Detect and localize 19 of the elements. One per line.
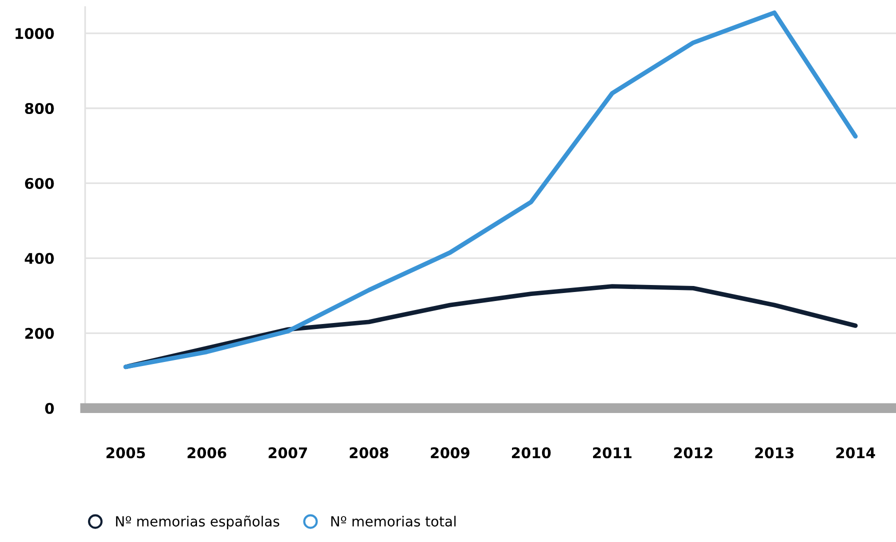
x-tick-label: 2011: [593, 447, 632, 458]
x-tick-label: 2006: [188, 447, 226, 458]
legend-label: Nº memorias españolas: [116, 516, 280, 530]
line-series: [123, 10, 858, 370]
x-tick-label: 2010: [512, 447, 551, 458]
legend-label: Nº memorias total: [331, 516, 456, 527]
x-tick-label: 2012: [674, 447, 712, 458]
y-tick-label: 800: [25, 102, 54, 114]
y-tick-label: 600: [25, 178, 54, 189]
y-tick-label: 400: [24, 252, 54, 264]
x-tick-label: 2014: [836, 447, 876, 458]
x-tick-label: 2013: [755, 447, 794, 458]
y-tick-label: 0: [45, 402, 54, 414]
x-tick-label: 2007: [268, 447, 307, 458]
y-tick-label: 1000: [16, 28, 54, 40]
x-tick-label: 2005: [106, 447, 145, 458]
x-tick-label: 2009: [430, 447, 470, 458]
x-tick-label: 2008: [350, 447, 388, 458]
y-tick-label: 200: [25, 328, 54, 339]
